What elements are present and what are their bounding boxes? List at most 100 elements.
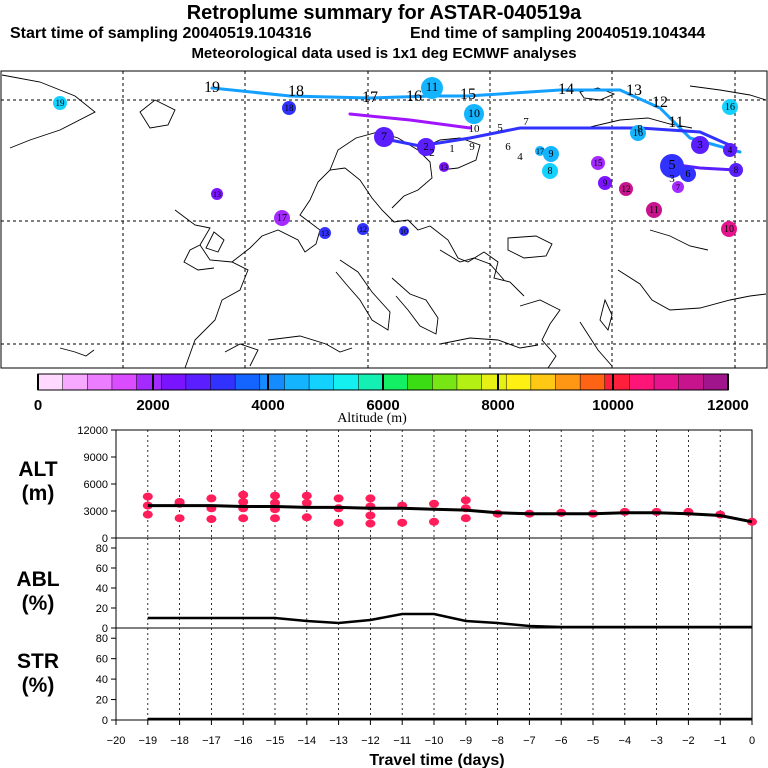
map-circle-label: 18 bbox=[285, 103, 295, 113]
alt-cluster-point bbox=[333, 494, 344, 503]
map-circle-label: 8 bbox=[734, 165, 739, 175]
map-time-label: 13 bbox=[626, 82, 642, 99]
y-tick-label: 6000 bbox=[84, 479, 108, 491]
alt-cluster-point bbox=[206, 515, 217, 524]
colorbar-swatch bbox=[432, 373, 458, 391]
panel-abl: 0 20 40 60 80 bbox=[96, 537, 753, 635]
map-circle: 12 bbox=[357, 223, 369, 235]
y-tick-label: 0 bbox=[102, 715, 108, 727]
map-circle-dot bbox=[543, 146, 559, 162]
colorbar-swatch bbox=[136, 373, 162, 391]
colorbar-swatch bbox=[111, 373, 138, 391]
map-circle-label: 19 bbox=[56, 98, 66, 108]
colorbar-swatch bbox=[284, 373, 310, 391]
x-tick-label: −6 bbox=[555, 735, 568, 747]
map-time-label: 6 bbox=[505, 141, 511, 153]
colorbar-tick-label: 0 bbox=[34, 397, 42, 414]
y-tick-label: 12000 bbox=[77, 425, 108, 437]
map-circle: 7 bbox=[374, 127, 394, 147]
colorbar-swatch bbox=[456, 373, 483, 391]
map-circle: 19 bbox=[53, 96, 67, 110]
x-tick-label: −1 bbox=[714, 735, 727, 747]
met-data: Meteorological data used is 1x1 deg ECMW… bbox=[191, 45, 577, 62]
map-circle-dot bbox=[282, 101, 296, 115]
map-circle-dot bbox=[464, 104, 484, 124]
map-circle-label: 3 bbox=[697, 139, 703, 151]
map-time-label: 10 bbox=[469, 123, 481, 135]
map-circle-dot bbox=[274, 210, 290, 226]
colorbar-swatch bbox=[678, 373, 705, 391]
map-circle: 6 bbox=[680, 166, 696, 182]
alt-cluster-point bbox=[333, 518, 344, 527]
x-tick-label: −15 bbox=[266, 735, 285, 747]
map-circle-label: 10 bbox=[468, 106, 480, 120]
x-tick-label: −4 bbox=[619, 735, 632, 747]
map-circle-dot bbox=[417, 138, 435, 156]
map-circle-dot bbox=[591, 156, 605, 170]
map-circle-label: 12 bbox=[359, 225, 367, 234]
colorbar-tick-label: 4000 bbox=[251, 397, 284, 414]
x-tick-label: −14 bbox=[297, 735, 316, 747]
map-circle: 5 bbox=[660, 154, 684, 178]
map-circle-label: 15 bbox=[594, 158, 604, 168]
map-circle-dot bbox=[672, 181, 684, 193]
map-circle-dot bbox=[357, 223, 369, 235]
map-circle-dot bbox=[542, 163, 558, 179]
x-tick-label: −8 bbox=[491, 735, 504, 747]
colorbar-swatch bbox=[333, 373, 360, 391]
map-circle-dot bbox=[680, 166, 696, 182]
x-tick-label: 0 bbox=[749, 735, 755, 747]
map-time-label: 17 bbox=[362, 89, 378, 106]
alt-cluster-point bbox=[270, 491, 280, 500]
x-tick-label: −13 bbox=[329, 735, 348, 747]
x-tick-label: −2 bbox=[682, 735, 695, 747]
y-tick-label: 3000 bbox=[84, 506, 108, 518]
colorbar-swatch bbox=[555, 373, 581, 391]
colorbar-swatch bbox=[259, 373, 286, 391]
colorbar-swatch bbox=[308, 373, 335, 391]
colorbar-swatch bbox=[160, 373, 187, 391]
colorbar-tick-label: 2000 bbox=[136, 397, 169, 414]
alt-unit: (m) bbox=[22, 482, 55, 505]
map-time-label: 11 bbox=[668, 114, 683, 131]
y-tick-label: 20 bbox=[96, 695, 108, 707]
trajectory-main bbox=[210, 86, 742, 154]
map-circle: 7 bbox=[672, 181, 684, 193]
alt-cluster-point bbox=[206, 494, 217, 503]
alt-cluster-point bbox=[301, 498, 312, 507]
map-grid bbox=[1, 71, 767, 368]
map-circle: 8 bbox=[542, 163, 558, 179]
map-circle-dot bbox=[619, 182, 633, 196]
x-tick-label: −18 bbox=[170, 735, 189, 747]
map-circle-label: 11 bbox=[426, 79, 439, 94]
map-circle-label: 13 bbox=[440, 163, 448, 172]
y-tick-label: 40 bbox=[96, 674, 108, 686]
colorbar-tick-label: 6000 bbox=[366, 397, 399, 414]
map-circle: 15 bbox=[591, 156, 605, 170]
alt-cluster-point bbox=[460, 514, 471, 523]
map-time-label: 18 bbox=[288, 83, 304, 100]
map-time-label: 5 bbox=[497, 122, 503, 134]
colorbar-swatch bbox=[530, 373, 557, 391]
y-tick-label: 9000 bbox=[84, 452, 108, 464]
map-frame bbox=[0, 70, 768, 369]
map-circle-dot bbox=[319, 227, 331, 239]
colorbar-tick-label: 10000 bbox=[592, 397, 634, 414]
map-time-label: 4 bbox=[517, 151, 523, 163]
str-label: STR bbox=[17, 650, 59, 673]
map-circle: 10 bbox=[464, 104, 484, 124]
alt-cluster-point bbox=[460, 496, 471, 505]
map-circle-label: 17 bbox=[536, 147, 544, 156]
colorbar-swatch bbox=[234, 373, 261, 391]
alt-cluster-point bbox=[270, 498, 280, 507]
map-circle: 13 bbox=[439, 162, 449, 172]
map-circle-dot bbox=[729, 163, 743, 177]
alt-cluster-point bbox=[238, 514, 249, 523]
abl-unit: (%) bbox=[22, 592, 55, 615]
map-circle-label: 10 bbox=[724, 224, 734, 235]
x-tick-label: −20 bbox=[107, 735, 126, 747]
map-circle-label: 9 bbox=[549, 149, 554, 160]
map-circle-label: 5 bbox=[669, 158, 676, 173]
